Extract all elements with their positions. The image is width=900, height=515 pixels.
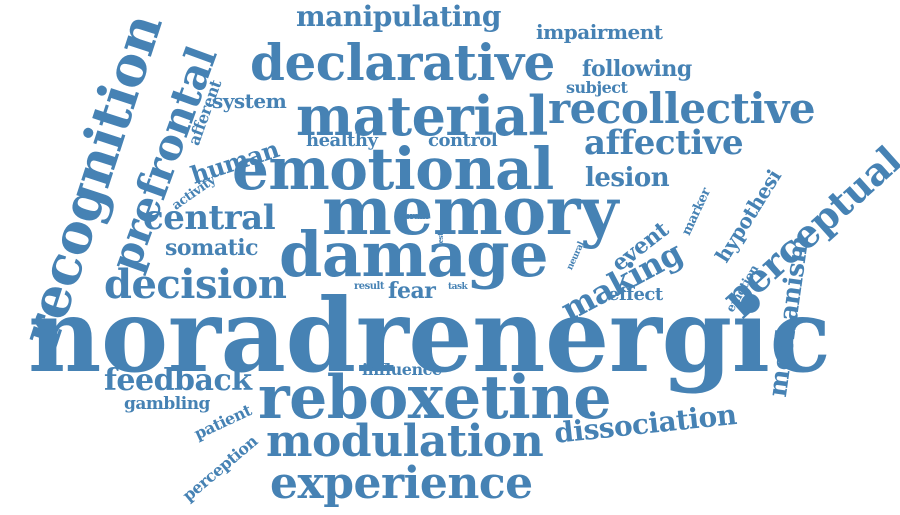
word-reboxetine: reboxetine bbox=[258, 363, 612, 433]
word-declarative: declarative bbox=[250, 33, 555, 92]
word-modulation: modulation bbox=[266, 416, 544, 467]
word-material: material bbox=[296, 84, 548, 148]
word-system: system bbox=[212, 89, 287, 113]
word-fear: fear bbox=[388, 278, 436, 304]
word-memory: memory bbox=[322, 172, 618, 250]
word-emotional: emotional bbox=[232, 135, 554, 203]
word-damage: damage bbox=[279, 218, 549, 291]
word-affective: affective bbox=[584, 123, 744, 163]
word-recollective: recollective bbox=[548, 84, 816, 133]
word-manipulating: manipulating bbox=[296, 0, 501, 33]
word-healthy: healthy bbox=[306, 130, 378, 151]
word-subject: subject bbox=[566, 78, 628, 97]
word-test: test bbox=[436, 233, 445, 246]
word-decision: decision bbox=[104, 261, 287, 308]
word-experience: experience bbox=[270, 458, 533, 509]
word-brain: brain bbox=[404, 212, 429, 222]
word-impairment: impairment bbox=[536, 20, 663, 44]
word-feedback: feedback bbox=[104, 363, 252, 398]
word-lesion: lesion bbox=[585, 163, 670, 193]
word-result: result bbox=[354, 281, 384, 292]
word-control: control bbox=[428, 130, 498, 151]
word-noradrenergic: noradrenergic bbox=[28, 276, 831, 395]
word-somatic: somatic bbox=[165, 235, 259, 261]
word-influence: influence bbox=[362, 360, 442, 379]
word-central: central bbox=[143, 198, 276, 238]
word-effect: effect bbox=[608, 284, 663, 305]
word-marker: marker bbox=[679, 186, 714, 238]
word-gambling: gambling bbox=[124, 394, 210, 414]
word-task: task bbox=[448, 282, 468, 292]
word-perception: perception bbox=[178, 431, 262, 506]
word-following: following bbox=[582, 56, 692, 82]
